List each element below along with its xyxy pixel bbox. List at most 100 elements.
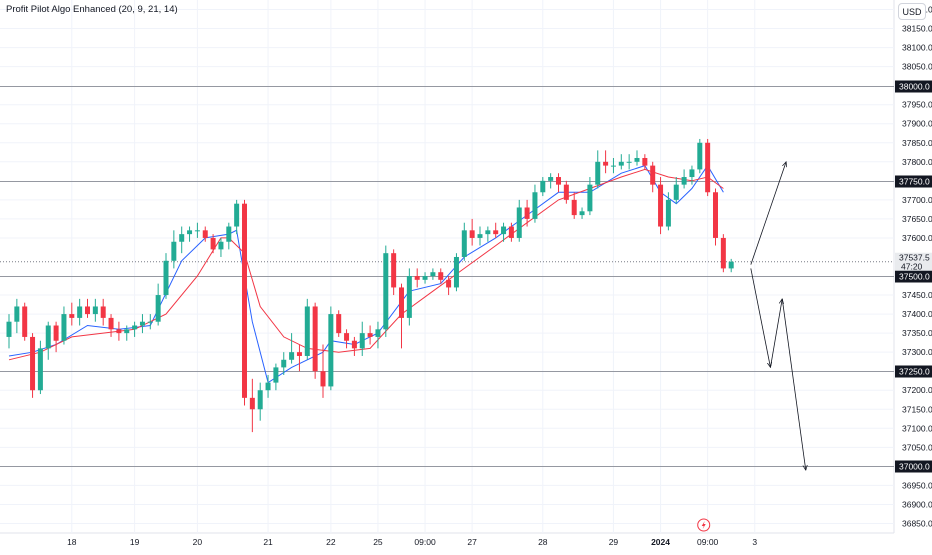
price-tick-label: 36850.0 [902,518,932,528]
projection-arrow [750,268,771,367]
candle-down [658,184,664,227]
candle-down [210,237,216,250]
candle-down [367,333,373,337]
candle-down [108,317,114,330]
candle-up [689,169,695,178]
candle-up [681,177,687,185]
candle-down [391,253,397,288]
price-axis[interactable]: 38200.038150.038100.038050.037950.037900… [895,5,932,529]
price-tick-label: 37300.0 [902,347,932,357]
candle-up [132,325,138,330]
time-tick-label: 20 [193,537,203,547]
time-tick-label: 21 [263,537,273,547]
time-tick-label: 27 [467,537,477,547]
candle-up [540,180,546,193]
candle-down [571,199,577,216]
candle-down [242,203,247,398]
candle-down [336,314,342,334]
candle-up [6,321,12,337]
candle-down [100,306,106,318]
time-tick-label: 3 [752,537,757,547]
time-axis[interactable]: 18 19 20 21 22 25 09:00 27 28 29 2024 09:00 3 [67,518,757,547]
candle-down [508,226,514,238]
candle-up [77,306,83,318]
candle-down [493,230,499,235]
level-tag [895,270,932,283]
candle-down [650,165,656,185]
level-tag [895,175,932,188]
price-tick-label: 38150.0 [902,24,932,34]
candle-up [328,314,334,387]
candle-up [265,382,271,391]
candle-down [116,329,122,334]
candle-up [485,230,491,235]
candle-down [85,306,90,315]
candle-down [296,352,302,356]
projection-arrow [750,162,786,265]
candle-up [595,161,601,185]
candle-down [446,279,452,288]
indicator-title[interactable]: Profit Pilot Algo Enhanced (20, 9, 21, 1… [6,4,178,15]
candle-up [281,359,287,368]
price-tick-label: 38050.0 [902,62,932,72]
level-tag [895,460,932,473]
time-tick-label: 2024 [651,537,670,547]
candle-up [171,241,177,261]
candle-down [312,306,318,372]
candle-up [124,329,130,334]
candle-down [351,340,357,349]
projection-arrows [750,162,806,470]
candle-up [430,272,436,277]
candle-down [720,237,726,269]
candle-up [163,260,169,296]
candle-up [187,230,193,235]
candle-down [249,397,255,410]
currency-button[interactable]: USD [898,3,926,20]
candle-up [634,157,640,162]
candle-down [556,177,561,185]
candle-down [713,192,718,238]
moving-averages [8,164,724,384]
candle-down [320,371,326,387]
candle-down [563,184,569,200]
candle-up [37,348,43,391]
projection-arrow [781,298,806,470]
time-tick-label: 29 [609,537,619,547]
ema-slow-line [8,168,724,361]
price-tick-label: 38100.0 [902,43,932,53]
candle-up [665,199,671,227]
candle-up [218,241,224,250]
price-tick-label: 37650.0 [902,214,932,224]
candle-up [516,207,522,238]
countdown-label: 47:20 [901,262,923,272]
time-tick-label: 25 [373,537,383,547]
candle-up [587,184,593,212]
price-tick-label: 37850.0 [902,138,932,148]
candle-down [469,230,475,238]
candle-up [626,161,632,163]
candle-up [501,226,507,235]
price-tick-label: 37600.0 [902,233,932,243]
level-tag [895,80,932,93]
candle-down [399,287,404,318]
candle-down [642,157,648,166]
candle-down [603,161,609,166]
price-tick-label: 37100.0 [902,423,932,433]
candle-up [194,230,200,232]
candle-up [304,306,310,356]
candle-down [414,276,420,280]
projection-arrow [770,299,782,368]
candle-down [53,325,59,341]
price-tick-label: 37350.0 [902,328,932,338]
time-tick-label: 09:00 [414,537,436,547]
time-tick-label: 18 [67,537,77,547]
level-tag-label: 37250.0 [899,367,930,377]
candle-up [155,295,161,322]
candle-up [461,230,467,257]
price-tick-label: 37150.0 [902,404,932,414]
price-tick-label: 37200.0 [902,385,932,395]
candle-up [273,367,279,383]
candle-up [14,306,20,322]
